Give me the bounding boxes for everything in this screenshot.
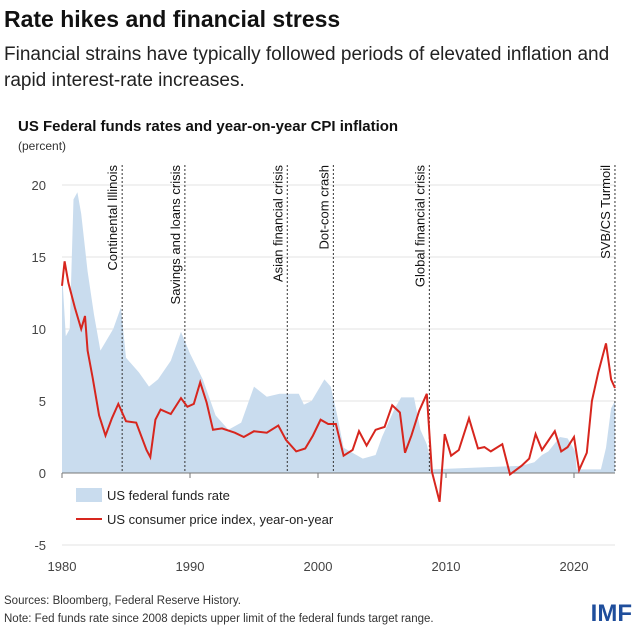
x-tick-label: 2000 [304,559,333,574]
source-note: Sources: Bloomberg, Federal Reserve Hist… [4,592,434,628]
event-label: Dot-com crash [316,165,331,250]
event-label: Global financial crisis [412,165,427,288]
headline: Rate hikes and financial stress [4,6,341,32]
event-label: Continental Illinois [105,165,120,271]
event-label: Asian financial crisis [270,165,285,283]
y-tick-label: 15 [32,250,46,265]
fed-funds-area [62,192,615,473]
x-tick-label: 1980 [48,559,77,574]
legend-label-fed: US federal funds rate [107,488,230,503]
event-label: SVB/CS Turmoil [598,165,613,259]
y-tick-label: 10 [32,322,46,337]
y-tick-label: -5 [34,538,46,553]
legend-label-cpi: US consumer price index, year-on-year [107,512,334,527]
x-tick-label: 2020 [560,559,589,574]
y-axis-unit: (percent) [18,139,67,153]
chart-title: US Federal funds rates and year-on-year … [18,118,399,135]
note: Note: Fed funds rate since 2008 depicts … [4,613,434,625]
y-tick-label: 5 [39,394,46,409]
imf-logo: IMF [590,600,632,627]
x-tick-label: 1990 [176,559,205,574]
sources: Sources: Bloomberg, Federal Reserve Hist… [4,595,241,607]
cpi-line [61,261,616,503]
x-tick-label: 2010 [432,559,461,574]
y-tick-label: 20 [32,178,46,193]
event-label: Savings and loans crisis [168,165,183,305]
y-tick-label: 0 [39,466,46,481]
legend-swatch-fed [76,488,102,502]
subtitle: Financial strains have typically followe… [4,44,610,91]
